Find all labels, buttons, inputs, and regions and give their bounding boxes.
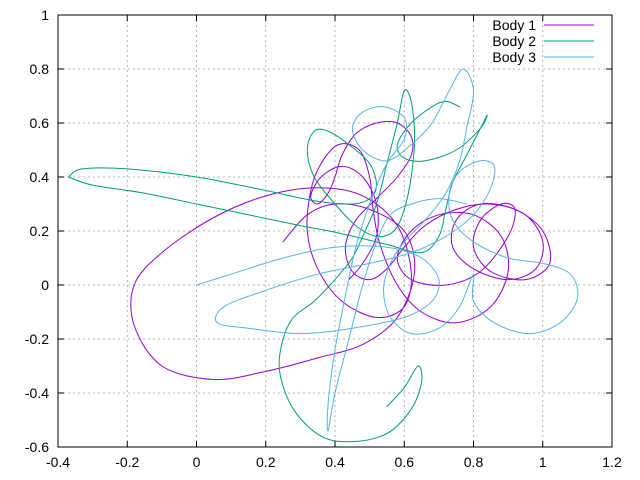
y-tick-label: 1 xyxy=(41,7,49,23)
x-tick-label: 0 xyxy=(193,454,201,470)
y-tick-label: 0 xyxy=(41,277,49,293)
y-tick-label: -0.6 xyxy=(25,439,49,455)
y-tick-label: -0.2 xyxy=(25,331,49,347)
body-1-trajectory xyxy=(130,121,552,381)
y-tick-label: -0.4 xyxy=(25,385,49,401)
y-tick-label: 0.4 xyxy=(30,169,50,185)
x-tick-label: 1.2 xyxy=(602,454,622,470)
x-tick-label: -0.4 xyxy=(46,454,70,470)
y-tick-label: 0.8 xyxy=(30,61,50,77)
body-1-legend-label: Body 1 xyxy=(492,17,536,33)
x-tick-label: 0.8 xyxy=(464,454,484,470)
x-tick-label: -0.2 xyxy=(115,454,139,470)
x-tick-label: 0.6 xyxy=(395,454,415,470)
body-3-trajectory xyxy=(196,68,579,432)
x-tick-label: 0.4 xyxy=(325,454,345,470)
grid xyxy=(58,15,612,447)
body-3-legend-label: Body 3 xyxy=(492,49,536,65)
body-2-trajectory xyxy=(67,89,423,443)
y-tick-label: 0.2 xyxy=(30,223,50,239)
x-tick-label: 0.2 xyxy=(256,454,276,470)
y-tick-label: 0.6 xyxy=(30,115,50,131)
body-2-trajectory-extra xyxy=(67,100,488,254)
body-2-legend-label: Body 2 xyxy=(492,33,536,49)
axis-ticks: -0.4 -0.2 0 0.2 0.4 0.6 0.8 1 1.2-0.6-0.4-0.200.… xyxy=(25,7,622,470)
series-lines xyxy=(67,68,579,443)
x-tick-label: 1 xyxy=(539,454,547,470)
